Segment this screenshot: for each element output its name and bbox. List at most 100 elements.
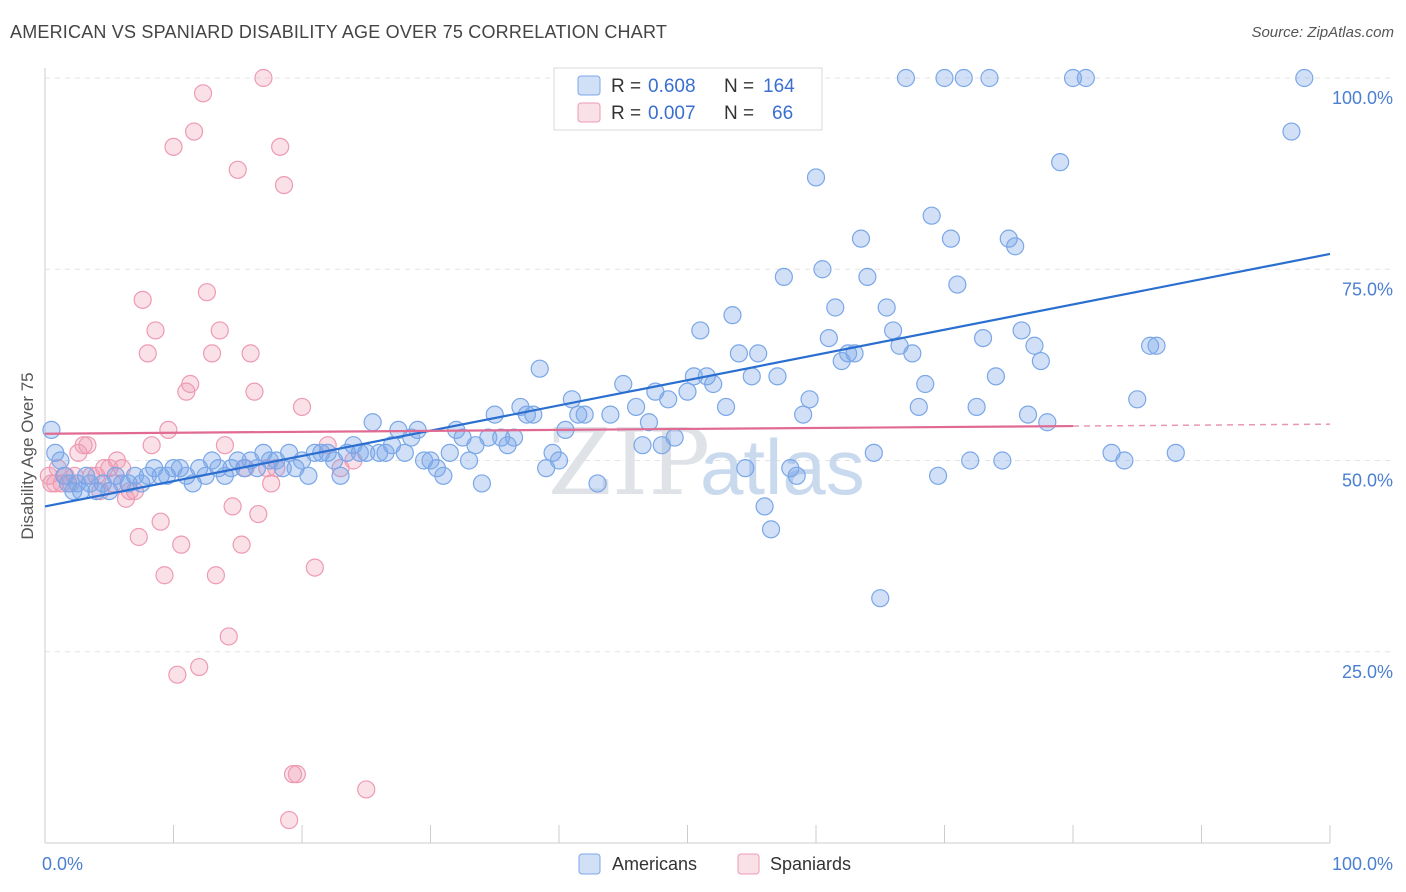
spaniards-point-42 <box>215 436 234 455</box>
americans-point-90 <box>626 397 646 417</box>
y-tick-label-2: 75.0% <box>1342 279 1393 299</box>
americans-point-2 <box>51 451 70 470</box>
americans-point-89 <box>614 374 633 394</box>
americans-point-68 <box>459 451 479 470</box>
americans-point-163 <box>1295 68 1314 88</box>
americans-point-96 <box>665 428 684 447</box>
spaniards-point-58 <box>283 765 303 784</box>
spaniards-point-46 <box>232 535 251 554</box>
spaniards-point-27 <box>151 512 170 531</box>
spaniards-point-48 <box>241 344 260 363</box>
americans-point-124 <box>858 267 877 286</box>
americans-point-135 <box>928 466 948 485</box>
americans-point-148 <box>1012 321 1031 340</box>
legend-spaniards-n-label: N = <box>724 103 754 124</box>
chart-title: AMERICAN VS SPANIARD DISABILITY AGE OVER… <box>10 22 668 42</box>
americans-point-103 <box>723 306 742 325</box>
spaniards-point-55 <box>271 137 290 156</box>
spaniards-point-25 <box>142 436 161 455</box>
americans-point-141 <box>967 397 986 417</box>
spaniards-point-41 <box>210 321 229 340</box>
americans-point-71 <box>479 428 498 447</box>
americans-point-79 <box>530 359 549 378</box>
trend-lines <box>44 252 1331 508</box>
legend-americans-r-label: R = <box>611 76 641 97</box>
spaniards-point-60 <box>292 397 312 417</box>
americans-point-152 <box>1038 413 1057 432</box>
spaniards-point-32 <box>172 535 191 554</box>
americans-point-104 <box>729 344 749 363</box>
legend: R = 0.608 N = 164 R = 0.007 N = 66 <box>553 67 823 131</box>
americans-point-108 <box>755 497 774 516</box>
spaniards-point-53 <box>262 474 281 493</box>
legend-americans-n-value: 164 <box>763 76 795 97</box>
spaniards-point-38 <box>197 283 217 302</box>
americans-point-85 <box>569 405 588 424</box>
spaniards-point-40 <box>206 566 226 585</box>
spaniards-point-30 <box>164 137 183 156</box>
spaniards-point-34 <box>181 374 200 394</box>
spaniards-point-29 <box>159 420 178 439</box>
spaniards-point-57 <box>280 810 299 830</box>
americans-point-157 <box>1115 451 1134 470</box>
americans-point-128 <box>883 321 903 340</box>
americans-point-86 <box>575 405 594 424</box>
americans-point-130 <box>896 68 916 88</box>
spaniards-point-22 <box>129 527 148 547</box>
spaniards-trend-extension <box>1072 423 1331 427</box>
bottom-legend-americans-swatch <box>578 853 601 875</box>
americans-point-143 <box>980 68 999 88</box>
americans-point-113 <box>787 466 806 485</box>
americans-point-72 <box>485 405 504 424</box>
spaniards-point-65 <box>357 780 376 799</box>
americans-point-43 <box>299 466 318 485</box>
watermark-zip: ZIP <box>548 409 710 516</box>
legend-spaniards-n-value: 66 <box>772 103 793 124</box>
americans-point-123 <box>851 229 871 248</box>
americans-point-97 <box>678 382 697 401</box>
americans-point-131 <box>903 344 922 363</box>
legend-spaniards-r-label: R = <box>611 103 641 124</box>
americans-point-125 <box>864 443 883 462</box>
spaniards-point-26 <box>146 321 165 340</box>
spaniards-point-35 <box>184 122 204 141</box>
americans-point-118 <box>819 329 838 348</box>
americans-point-101 <box>704 374 723 394</box>
spaniards-point-51 <box>254 68 273 88</box>
americans-point-99 <box>691 321 710 340</box>
y-tick-label-1: 50.0% <box>1342 471 1393 491</box>
watermark: ZIP atlas <box>548 409 865 516</box>
americans-point-102 <box>716 397 736 417</box>
bottom-legend-americans-label: Americans <box>612 854 697 874</box>
americans-point-155 <box>1076 68 1095 88</box>
legend-americans-swatch <box>577 75 601 96</box>
americans-point-119 <box>826 298 845 317</box>
spaniards-point-23 <box>133 290 152 309</box>
americans-point-70 <box>472 474 491 493</box>
spaniards-trend-line <box>44 424 1074 435</box>
americans-point-160 <box>1147 336 1166 355</box>
americans-point-159 <box>1140 336 1160 355</box>
americans-point-58 <box>395 443 414 462</box>
americans-point-84 <box>562 390 581 409</box>
spaniards-point-44 <box>223 497 242 516</box>
spaniards-point-59 <box>287 765 306 784</box>
americans-point-138 <box>948 275 967 294</box>
americans-point-132 <box>909 397 928 417</box>
legend-americans-n-label: N = <box>724 76 754 97</box>
spaniards-point-39 <box>202 344 222 363</box>
americans-point-127 <box>877 298 896 317</box>
americans-point-75 <box>504 428 524 447</box>
americans-point-126 <box>871 589 890 608</box>
y-tick-label-3: 100.0% <box>1332 88 1393 108</box>
americans-point-158 <box>1128 390 1147 409</box>
legend-americans-r-value: 0.608 <box>648 76 696 97</box>
americans-point-153 <box>1051 153 1070 172</box>
axes <box>44 68 1331 844</box>
americans-point-105 <box>736 459 755 478</box>
americans-point-136 <box>935 68 954 88</box>
americans-point-53 <box>363 413 382 432</box>
americans-point-109 <box>761 520 781 539</box>
spaniards-point-24 <box>138 344 157 363</box>
americans-point-82 <box>549 451 569 470</box>
